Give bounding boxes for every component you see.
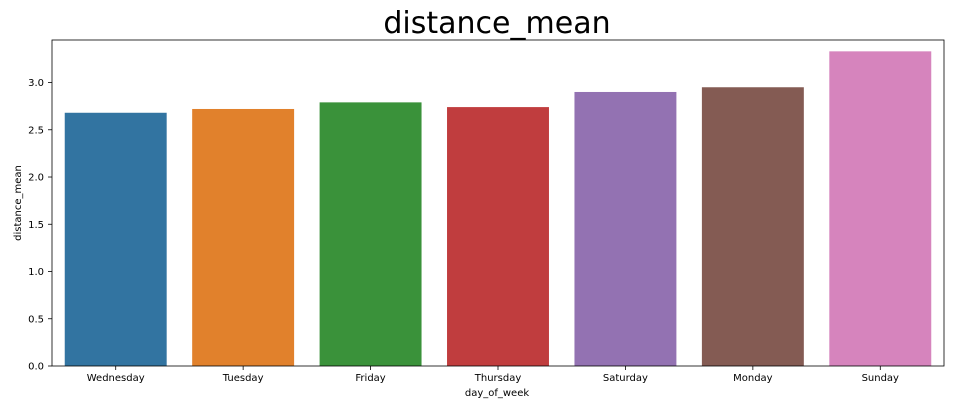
bar-thursday: [447, 107, 549, 366]
y-tick-label: 1.5: [28, 220, 44, 231]
y-tick-label: 0.5: [28, 314, 44, 325]
x-tick-label: Friday: [355, 373, 385, 384]
chart-title: distance_mean: [383, 6, 610, 41]
x-tick-label: Thursday: [474, 373, 522, 384]
bar-tuesday: [192, 108, 295, 366]
x-tick-label: Tuesday: [222, 373, 264, 384]
plot-frame: [51, 39, 945, 367]
x-tick-label: Monday: [733, 373, 773, 384]
bar-wednesday: [64, 112, 167, 366]
y-axis-label: distance_mean: [13, 165, 24, 241]
x-axis-label: day_of_week: [465, 388, 530, 399]
y-tick-label: 2.5: [28, 125, 44, 136]
x-tick-label: Wednesday: [87, 373, 145, 384]
y-tick-label: 3.0: [28, 78, 44, 89]
bar-friday: [319, 102, 422, 367]
y-tick-label: 0.0: [28, 362, 44, 373]
y-tick-label: 1.0: [28, 267, 44, 278]
y-tick-label: 2.0: [28, 173, 44, 184]
x-tick-label: Saturday: [603, 373, 648, 384]
bar-saturday: [574, 91, 677, 366]
bar-sunday: [829, 51, 932, 367]
bar-monday: [701, 87, 804, 366]
x-tick-label: Sunday: [862, 373, 899, 384]
plot-area: Wednesday Tuesday Friday Thursday Saturday Mo…: [28, 39, 945, 384]
